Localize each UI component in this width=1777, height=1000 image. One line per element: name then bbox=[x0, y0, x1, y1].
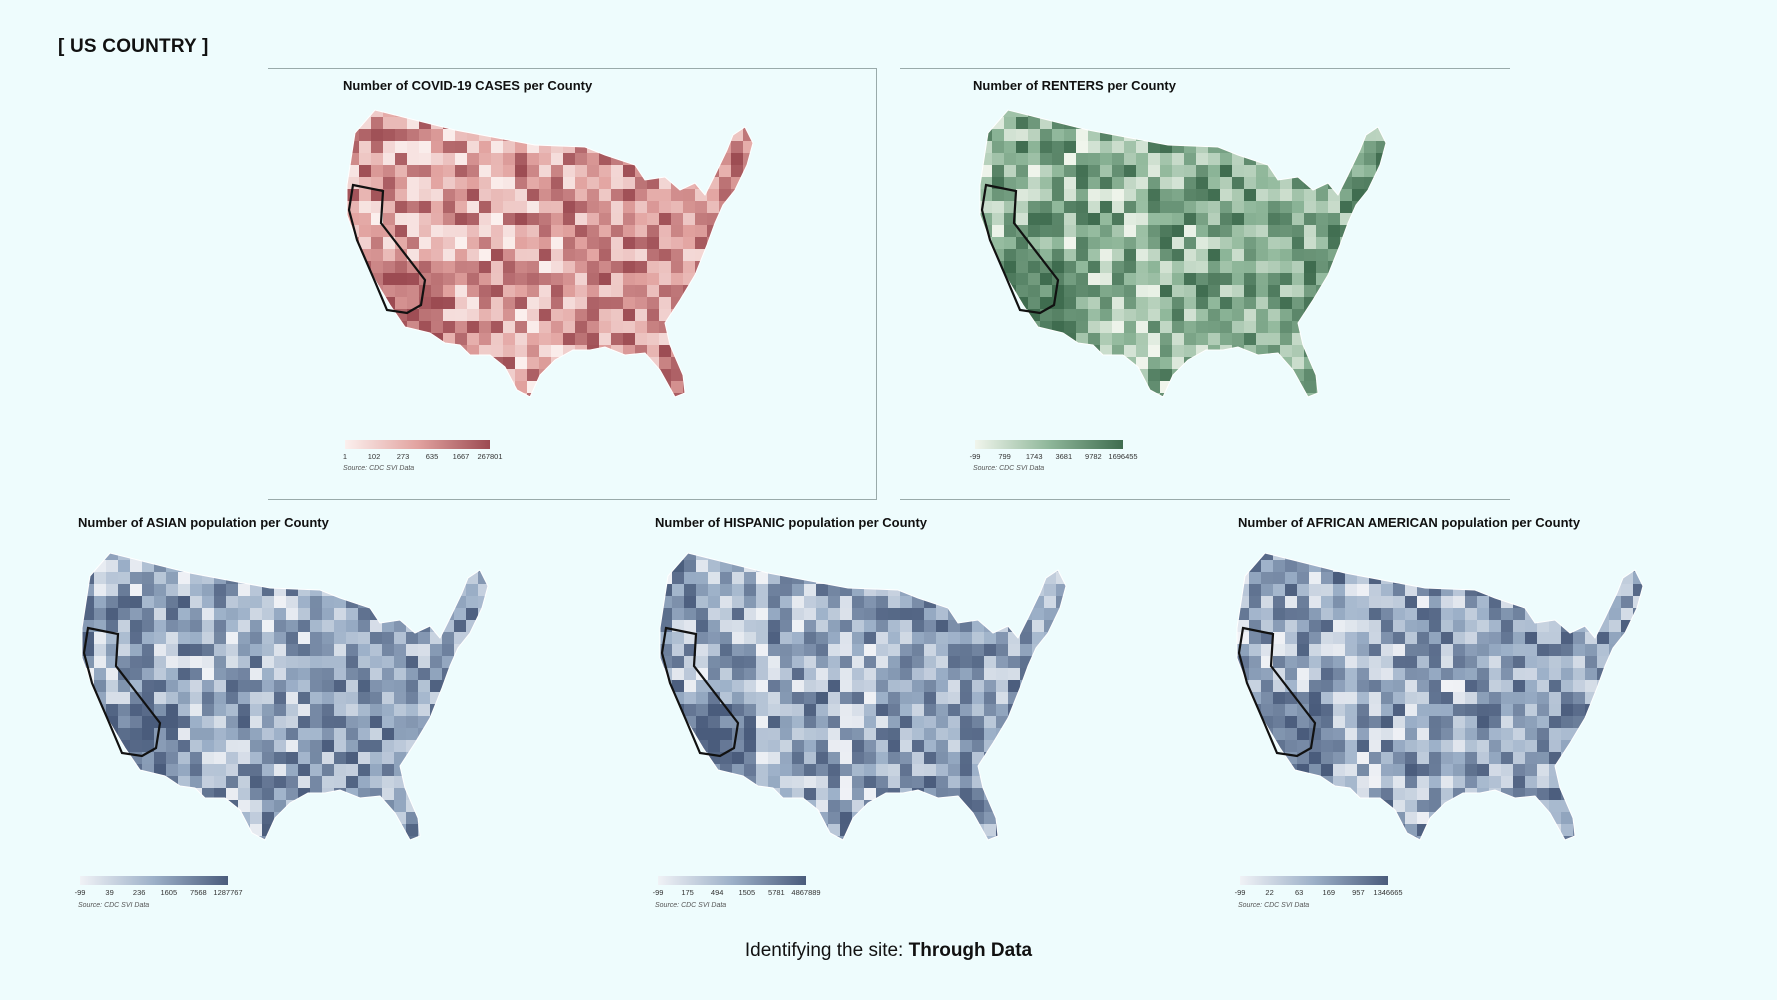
legend-bar-hispanic bbox=[658, 876, 806, 885]
panel-frame-covid bbox=[268, 68, 877, 500]
legend-tick: 4867889 bbox=[791, 888, 821, 897]
legend-tick: 39 bbox=[105, 888, 114, 897]
source-note-african-american: Source: CDC SVI Data bbox=[1238, 902, 1310, 909]
legend-tick: 1346665 bbox=[1373, 888, 1403, 897]
footer-emphasis: Through Data bbox=[908, 940, 1033, 961]
legend-bar-renters bbox=[975, 440, 1123, 449]
county-cells bbox=[347, 110, 753, 397]
us-outline bbox=[659, 552, 1067, 841]
map-african-american bbox=[1236, 552, 1644, 841]
legend-tick: 5781 bbox=[768, 888, 785, 897]
map-covid bbox=[346, 109, 754, 398]
legend-tick: 957 bbox=[1352, 888, 1365, 897]
legend-tick: 22 bbox=[1265, 888, 1274, 897]
source-note-asian: Source: CDC SVI Data bbox=[78, 902, 150, 909]
panel-title-hispanic: Number of HISPANIC population per County bbox=[655, 515, 928, 530]
map-hispanic bbox=[659, 552, 1067, 841]
source-note-covid: Source: CDC SVI Data bbox=[343, 465, 415, 472]
county-cells bbox=[82, 553, 488, 840]
legend-tick: 236 bbox=[132, 888, 146, 897]
us-outline bbox=[979, 109, 1387, 398]
page-header: [ US COUNTRY ] bbox=[58, 36, 209, 57]
footer-prefix: Identifying the site: bbox=[744, 940, 909, 961]
legend-tick: 635 bbox=[425, 452, 439, 461]
panel-title-african-american: Number of AFRICAN AMERICAN population pe… bbox=[1238, 515, 1581, 530]
legend-tick: 9782 bbox=[1085, 452, 1102, 461]
legend-tick: -99 bbox=[652, 888, 664, 897]
legend-tick: 3681 bbox=[1055, 452, 1073, 461]
california-highlight bbox=[980, 183, 1060, 315]
legend-tick: 169 bbox=[1322, 888, 1336, 897]
california-highlight bbox=[660, 626, 740, 758]
legend-tick: 1743 bbox=[1025, 452, 1043, 461]
legend-tick: -99 bbox=[969, 452, 981, 461]
legend-bar-covid bbox=[345, 440, 490, 449]
legend-tick: 7568 bbox=[190, 888, 207, 897]
legend-tick: 799 bbox=[998, 452, 1011, 461]
us-outline bbox=[1236, 552, 1644, 841]
legend-tick: -99 bbox=[74, 888, 86, 897]
map-asian bbox=[81, 552, 489, 841]
panel-title-asian: Number of ASIAN population per County bbox=[78, 515, 329, 530]
california-highlight bbox=[1237, 626, 1317, 758]
legend-tick: 1605 bbox=[160, 888, 178, 897]
footer-caption: Identifying the site: Through Data bbox=[0, 940, 1777, 962]
legend-bar-african-american bbox=[1240, 876, 1388, 885]
us-outline bbox=[81, 552, 489, 841]
legend-tick: 1505 bbox=[738, 888, 756, 897]
us-outline bbox=[346, 109, 754, 398]
panel-title-renters: Number of RENTERS per County bbox=[973, 78, 1176, 93]
legend-tick: 494 bbox=[710, 888, 724, 897]
legend-tick: 1667 bbox=[452, 452, 470, 461]
county-cells bbox=[1237, 553, 1643, 840]
legend-bar-asian bbox=[80, 876, 228, 885]
legend-tick: 175 bbox=[681, 888, 694, 897]
california-highlight bbox=[347, 183, 427, 315]
panel-title-covid: Number of COVID-19 CASES per County bbox=[343, 78, 593, 93]
california-highlight bbox=[82, 626, 162, 758]
legend-tick: 273 bbox=[396, 452, 410, 461]
county-cells bbox=[980, 110, 1386, 397]
legend-tick: 63 bbox=[1295, 888, 1304, 897]
legend-tick: 1696455 bbox=[1108, 452, 1138, 461]
legend-tick: 102 bbox=[367, 452, 381, 461]
legend-tick: 1 bbox=[342, 452, 348, 461]
source-note-hispanic: Source: CDC SVI Data bbox=[655, 902, 727, 909]
legend-tick: 267801 bbox=[477, 452, 503, 461]
legend-tick: -99 bbox=[1234, 888, 1246, 897]
map-renters bbox=[979, 109, 1387, 398]
panel-frame-renters bbox=[900, 68, 1510, 500]
source-note-renters: Source: CDC SVI Data bbox=[973, 465, 1045, 472]
legend-tick: 1287767 bbox=[213, 888, 243, 897]
county-cells bbox=[660, 553, 1066, 840]
